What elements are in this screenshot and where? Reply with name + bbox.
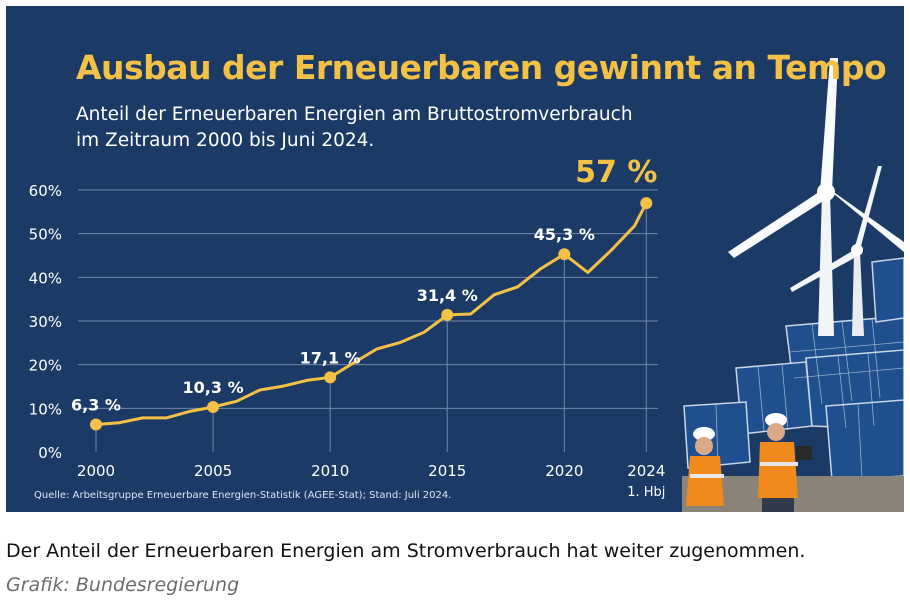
infographic: 0% 10% 20% 30% 40% 50% 60% 2000 2005 2010 2015 202… — [6, 6, 904, 512]
highlight-points — [90, 197, 653, 431]
x-tick-label: 2024 — [627, 462, 665, 480]
x-tick-label: 2015 — [428, 462, 466, 480]
subtitle-line-2: im Zeitraum 2000 bis Juni 2024. — [76, 130, 375, 151]
data-point — [324, 371, 337, 384]
data-label: 6,3 % — [71, 395, 121, 414]
y-gridlines — [78, 189, 658, 409]
photo-wind-solar — [682, 58, 904, 512]
y-axis-tick-labels: 0% 10% 20% 30% 40% 50% 60% — [29, 182, 62, 462]
x-tick-label: 2020 — [545, 462, 583, 480]
y-tick-label: 50% — [29, 226, 62, 244]
y-tick-label: 40% — [29, 269, 62, 287]
chart-subtitle: Anteil der Erneuerbaren Energien am Brut… — [76, 102, 636, 154]
data-point — [558, 248, 571, 261]
data-label: 10,3 % — [183, 378, 244, 397]
data-point — [207, 401, 220, 414]
y-tick-label: 0% — [38, 444, 62, 462]
image-credit: Grafik: Bundesregierung — [6, 574, 240, 596]
image-caption: Der Anteil der Erneuerbaren Energien am … — [6, 540, 806, 562]
data-point — [90, 418, 102, 431]
y-tick-label: 60% — [29, 182, 62, 200]
data-label: 31,4 % — [417, 286, 478, 305]
x-tick-label: 2005 — [194, 462, 232, 480]
x-axis-tick-labels: 2000 2005 2010 2015 2020 2024 1. Hbj — [77, 462, 665, 500]
chart: 0% 10% 20% 30% 40% 50% 60% 2000 2005 2010 2015 202… — [29, 58, 904, 512]
x-tick-label: 2000 — [77, 462, 115, 480]
data-point — [640, 197, 653, 210]
data-label: 45,3 % — [534, 225, 595, 244]
y-tick-label: 10% — [29, 400, 62, 418]
data-labels: 6,3 % 10,3 % 17,1 % 31,4 % 45,3 % 57 % — [71, 155, 657, 414]
y-tick-label: 20% — [29, 357, 62, 375]
chart-title: Ausbau der Erneuerbaren gewinnt an Tempo — [76, 48, 887, 87]
y-tick-label: 30% — [29, 313, 62, 331]
subtitle-line-1: Anteil der Erneuerbaren Energien am Brut… — [76, 104, 633, 125]
source-note: Quelle: Arbeitsgruppe Erneuerbare Energi… — [34, 490, 452, 501]
x-tick-label: 2010 — [311, 462, 349, 480]
data-label: 17,1 % — [300, 348, 361, 367]
data-point — [441, 308, 454, 321]
data-label-emphasis: 57 % — [575, 155, 657, 190]
x-tick-sublabel: 1. Hbj — [627, 485, 665, 500]
